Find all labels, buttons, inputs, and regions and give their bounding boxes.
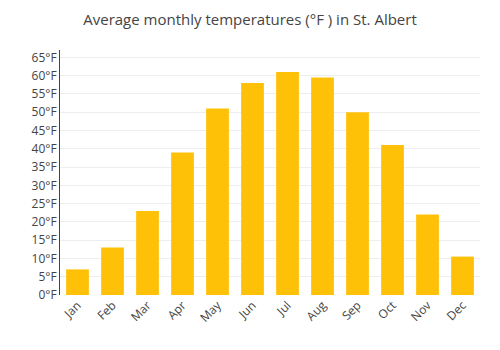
svg-text:0°F: 0°F [38,286,56,303]
svg-text:Mar: Mar [127,297,155,325]
svg-text:35°F: 35°F [32,158,57,175]
svg-text:50°F: 50°F [32,103,57,120]
svg-text:Average monthly temperatures (: Average monthly temperatures (°F ) in St… [83,9,417,29]
svg-text:65°F: 65°F [32,49,57,66]
svg-text:25°F: 25°F [32,195,57,212]
svg-text:May: May [196,296,225,325]
svg-text:Nov: Nov [407,297,435,325]
svg-text:20°F: 20°F [32,213,57,230]
svg-text:Jan: Jan [60,297,85,322]
svg-text:Oct: Oct [374,297,400,323]
svg-text:Jun: Jun [234,297,259,322]
svg-text:15°F: 15°F [32,231,57,248]
svg-text:5°F: 5°F [38,268,56,285]
svg-text:Dec: Dec [443,297,470,324]
svg-text:40°F: 40°F [32,140,57,157]
svg-text:10°F: 10°F [32,250,57,267]
svg-text:30°F: 30°F [32,177,57,194]
svg-text:45°F: 45°F [32,122,57,139]
svg-text:Sep: Sep [338,297,365,324]
svg-text:Jul: Jul [272,297,294,319]
svg-text:Apr: Apr [164,297,190,323]
svg-text:60°F: 60°F [32,67,57,84]
svg-text:55°F: 55°F [32,85,57,102]
svg-text:Feb: Feb [93,297,119,323]
svg-text:Aug: Aug [302,297,330,325]
